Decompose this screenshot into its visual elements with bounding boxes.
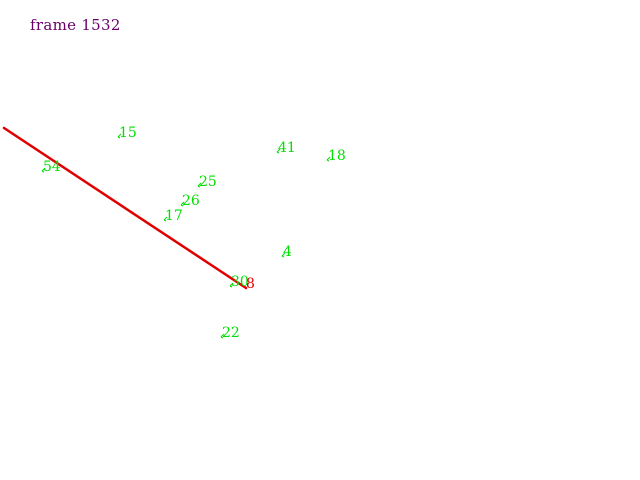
- marker-point: [163, 216, 168, 222]
- marker-label: 30: [231, 274, 249, 290]
- marker-26[interactable]: 26: [180, 193, 200, 209]
- marker-label: 22: [222, 325, 240, 341]
- marker-8[interactable]: 8: [246, 276, 255, 292]
- marker-point: [41, 167, 46, 173]
- marker-30[interactable]: 30: [229, 274, 249, 290]
- marker-4[interactable]: 4: [281, 244, 292, 260]
- marker-point: [197, 182, 202, 188]
- marker-point: [276, 148, 281, 154]
- marker-label: 17: [165, 208, 183, 224]
- marker-point: [180, 201, 185, 207]
- marker-15[interactable]: 15: [117, 125, 137, 141]
- frame-counter: frame 1532: [30, 16, 121, 34]
- marker-point: [281, 252, 286, 258]
- marker-label: 4: [283, 244, 292, 260]
- marker-label: 41: [278, 140, 296, 156]
- marker-label: 18: [328, 148, 346, 164]
- marker-54[interactable]: 54: [41, 159, 61, 175]
- marker-label: 15: [119, 125, 137, 141]
- marker-18[interactable]: 18: [326, 148, 346, 164]
- marker-point: [229, 282, 234, 288]
- marker-label: 54: [43, 159, 61, 175]
- marker-17[interactable]: 17: [163, 208, 183, 224]
- marker-label: 8: [246, 276, 255, 292]
- track-line: [2, 126, 248, 290]
- marker-label: 25: [199, 174, 217, 190]
- marker-point: [220, 333, 225, 339]
- marker-label: 26: [182, 193, 200, 209]
- marker-point: [326, 156, 331, 162]
- marker-point: [117, 133, 122, 139]
- marker-22[interactable]: 22: [220, 325, 240, 341]
- marker-41[interactable]: 41: [276, 140, 296, 156]
- marker-25[interactable]: 25: [197, 174, 217, 190]
